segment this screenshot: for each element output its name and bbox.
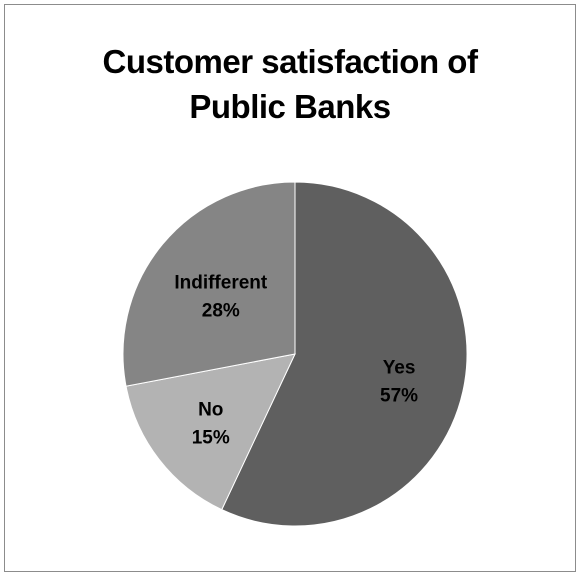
pie-slice-indifferent — [122, 181, 296, 387]
chart-title: Customer satisfaction of Public Banks — [5, 39, 575, 129]
slice-label-no: No — [198, 399, 223, 420]
chart-title-line-1: Customer satisfaction of — [102, 43, 478, 80]
pie-slice-no — [125, 353, 296, 511]
slice-label-yes: Yes — [383, 357, 416, 378]
slice-label-indifferent: Indifferent — [174, 273, 268, 294]
slice-percent-no: 15% — [192, 427, 230, 448]
pie-slices — [122, 181, 468, 527]
slice-percent-yes: 57% — [380, 385, 418, 406]
slice-percent-indifferent: 28% — [202, 301, 240, 322]
pie-labels: Yes 57% No 15% Indifferent 28% — [174, 273, 418, 449]
pie-slice-yes — [221, 181, 468, 527]
chart-title-line-2: Public Banks — [189, 88, 391, 125]
